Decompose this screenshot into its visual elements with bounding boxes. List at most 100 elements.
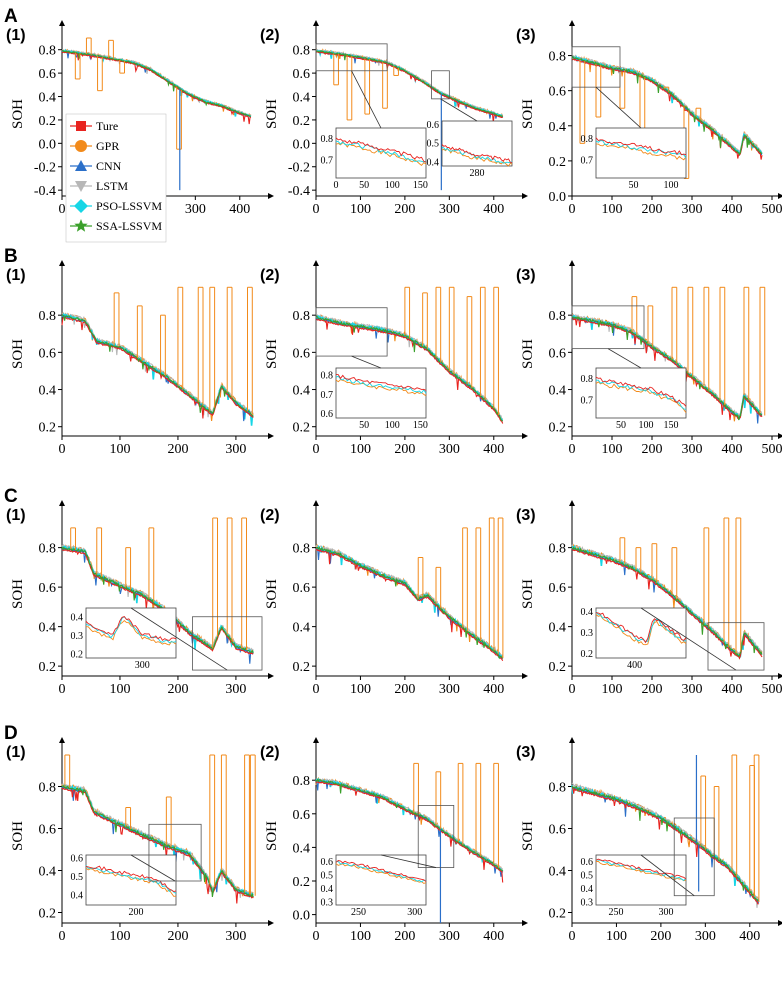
y-tick-label: 0.2 bbox=[549, 421, 567, 436]
y-tick-label: 0.6 bbox=[549, 823, 567, 838]
series-ssa-lssvm bbox=[571, 785, 760, 902]
y-tick-label: 0.6 bbox=[39, 581, 57, 596]
y-tick-label: 0.4 bbox=[293, 621, 311, 636]
inset-series bbox=[85, 865, 177, 894]
y-tick-label: 0.4 bbox=[549, 384, 567, 399]
series-gpr bbox=[315, 543, 504, 658]
x-tick-label: 0 bbox=[569, 682, 576, 697]
y-tick-label: -0.2 bbox=[288, 161, 310, 176]
zoom-connector bbox=[380, 854, 437, 868]
x-tick-label: 500 bbox=[762, 202, 782, 217]
inset-box bbox=[595, 854, 687, 906]
zoom-box bbox=[571, 305, 645, 350]
series-lstm bbox=[61, 312, 254, 418]
inset-series bbox=[335, 137, 427, 163]
inset-series bbox=[441, 146, 513, 164]
x-tick-label: 200 bbox=[167, 682, 188, 697]
inset-series bbox=[335, 140, 427, 163]
x-tick-label: 200 bbox=[642, 442, 663, 457]
y-tick-label: 0.2 bbox=[39, 660, 57, 675]
x-tick-label: 300 bbox=[682, 682, 703, 697]
series-ture bbox=[61, 51, 251, 125]
x-axis-arrow bbox=[778, 193, 782, 199]
inset-x-tick: 100 bbox=[385, 180, 400, 191]
inset-y-tick: 0.7 bbox=[581, 156, 594, 167]
zoom-connector bbox=[640, 607, 737, 671]
inset: 50 100 0.7 0.8 bbox=[581, 127, 687, 191]
x-tick-label: 0 bbox=[569, 202, 576, 217]
inset-y-tick: 0.7 bbox=[321, 156, 334, 167]
x-axis-arrow bbox=[268, 673, 274, 679]
x-tick-label: 300 bbox=[682, 442, 703, 457]
legend-label: Ture bbox=[96, 119, 118, 133]
y-tick-label: 0.6 bbox=[293, 808, 311, 823]
inset-x-tick: 50 bbox=[359, 180, 369, 191]
panel-C1: (1) SOH 0 100 200 300 0.2 0.4 0.6 0.8 300 0.2 0.3 0.4 bbox=[6, 500, 274, 697]
x-tick-label: 400 bbox=[229, 202, 250, 217]
inset-series bbox=[595, 137, 687, 156]
x-tick-label: 400 bbox=[722, 202, 743, 217]
inset-x-tick: 200 bbox=[129, 907, 144, 918]
x-tick-label: 100 bbox=[602, 202, 623, 217]
y-tick-label: 0.4 bbox=[293, 91, 311, 106]
y-tick-label: 0.4 bbox=[39, 865, 57, 880]
inset: 250 300 0.3 0.4 0.5 0.6 bbox=[581, 854, 687, 918]
series-cnn bbox=[61, 50, 251, 118]
inset-y-tick: 0.5 bbox=[581, 870, 594, 881]
panel-label: (2) bbox=[260, 744, 280, 761]
y-axis-label: SOH bbox=[520, 99, 536, 129]
inset-y-tick: 0.2 bbox=[581, 649, 594, 660]
row-label-D: D bbox=[4, 723, 18, 744]
x-tick-label: 300 bbox=[225, 682, 246, 697]
y-tick-label: 0.8 bbox=[39, 309, 57, 324]
x-tick-label: 400 bbox=[722, 682, 743, 697]
x-tick-label: 100 bbox=[350, 202, 371, 217]
y-tick-label: 0.8 bbox=[293, 44, 311, 59]
inset-series bbox=[595, 859, 687, 881]
series-lstm bbox=[315, 778, 503, 870]
y-tick-label: 0.2 bbox=[549, 155, 567, 170]
inset-y-tick: 0.4 bbox=[427, 157, 440, 168]
y-axis-arrow bbox=[59, 737, 65, 743]
y-axis-label: SOH bbox=[10, 821, 26, 851]
legend-marker bbox=[74, 199, 88, 213]
zoom-connector bbox=[130, 854, 176, 882]
x-tick-label: 400 bbox=[483, 929, 504, 944]
x-tick-label: 200 bbox=[167, 929, 188, 944]
inset-y-tick: 0.4 bbox=[581, 884, 594, 895]
legend-label: GPR bbox=[96, 139, 119, 153]
y-axis-label: SOH bbox=[520, 579, 536, 609]
inset-y-tick: 0.8 bbox=[581, 134, 594, 145]
zoom-connector bbox=[607, 348, 642, 369]
y-tick-label: 0.6 bbox=[293, 67, 311, 82]
y-axis-label: SOH bbox=[10, 579, 26, 609]
x-tick-label: 200 bbox=[642, 202, 663, 217]
series-ssa-lssvm bbox=[315, 778, 503, 872]
x-tick-label: 100 bbox=[350, 682, 371, 697]
inset-x-tick: 300 bbox=[407, 907, 422, 918]
x-tick-label: 300 bbox=[682, 202, 703, 217]
inset-series bbox=[595, 381, 687, 413]
panel-label: (3) bbox=[516, 744, 536, 761]
inset-box bbox=[85, 607, 177, 659]
y-tick-label: 0.0 bbox=[293, 137, 311, 152]
panel-label: (3) bbox=[516, 27, 536, 44]
series-ssa-lssvm bbox=[315, 50, 504, 118]
inset-series bbox=[595, 376, 687, 407]
x-tick-label: 200 bbox=[167, 442, 188, 457]
y-tick-label: 0.8 bbox=[549, 50, 567, 65]
inset-y-tick: 0.4 bbox=[321, 884, 334, 895]
y-tick-label: 0.2 bbox=[293, 114, 311, 129]
y-tick-label: 0.6 bbox=[39, 823, 57, 838]
x-tick-label: 300 bbox=[439, 929, 460, 944]
y-tick-label: 0.4 bbox=[39, 91, 57, 106]
inset-y-tick: 0.4 bbox=[581, 607, 594, 618]
series-ture bbox=[61, 317, 254, 419]
inset: 300 0.2 0.3 0.4 bbox=[71, 607, 177, 671]
inset-x-tick: 150 bbox=[413, 180, 428, 191]
series-pso-lssvm bbox=[315, 544, 504, 660]
inset-series bbox=[596, 143, 687, 161]
inset-y-tick: 0.8 bbox=[321, 371, 334, 382]
y-tick-label: 0.6 bbox=[549, 346, 567, 361]
